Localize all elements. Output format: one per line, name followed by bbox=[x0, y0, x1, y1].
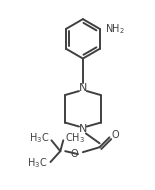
Text: NH$_2$: NH$_2$ bbox=[105, 22, 125, 36]
Text: N: N bbox=[79, 83, 87, 93]
Text: O: O bbox=[111, 130, 119, 140]
Text: H$_3$C: H$_3$C bbox=[29, 131, 49, 145]
Text: CH$_3$: CH$_3$ bbox=[65, 131, 85, 145]
Text: N: N bbox=[79, 124, 87, 135]
Text: H$_3$C: H$_3$C bbox=[27, 156, 48, 170]
Text: O: O bbox=[70, 149, 78, 159]
